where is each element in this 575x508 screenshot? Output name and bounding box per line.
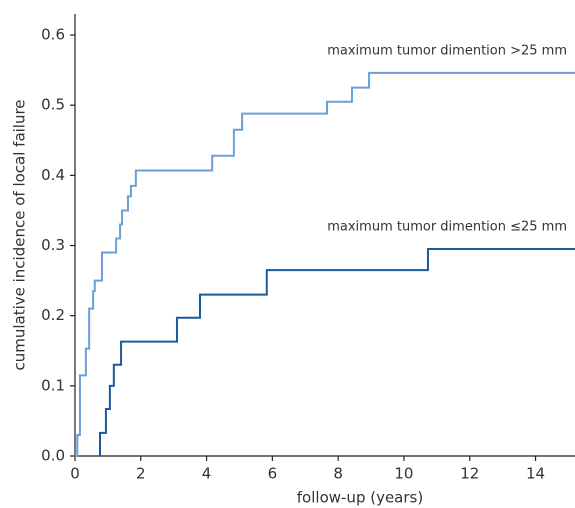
series-label: maximum tumor dimention >25 mm — [327, 43, 567, 58]
y-tick-label: 0.3 — [41, 236, 65, 254]
x-axis-label: follow-up (years) — [297, 489, 423, 507]
y-tick-label: 0.1 — [41, 376, 65, 394]
y-tick-label: 0.5 — [41, 96, 65, 114]
y-tick-label: 0.0 — [41, 447, 65, 465]
line-series — [99, 248, 575, 456]
x-tick-label: 8 — [333, 465, 343, 483]
x-tick-label: 2 — [136, 465, 146, 483]
x-tick-label: 10 — [394, 465, 413, 483]
y-tick-label: 0.6 — [41, 26, 65, 44]
x-tick-label: 14 — [526, 465, 545, 483]
x-tick-label: 4 — [202, 465, 212, 483]
y-axis-label: cumulative incidence of local failure — [11, 99, 29, 370]
x-tick-label: 0 — [70, 465, 80, 483]
x-tick-label: 6 — [268, 465, 278, 483]
series-label: maximum tumor dimention ≤25 mm — [327, 220, 567, 235]
y-tick-label: 0.2 — [41, 306, 65, 324]
x-tick-label: 12 — [460, 465, 479, 483]
y-tick-label: 0.4 — [41, 166, 65, 184]
line-series — [75, 71, 575, 457]
